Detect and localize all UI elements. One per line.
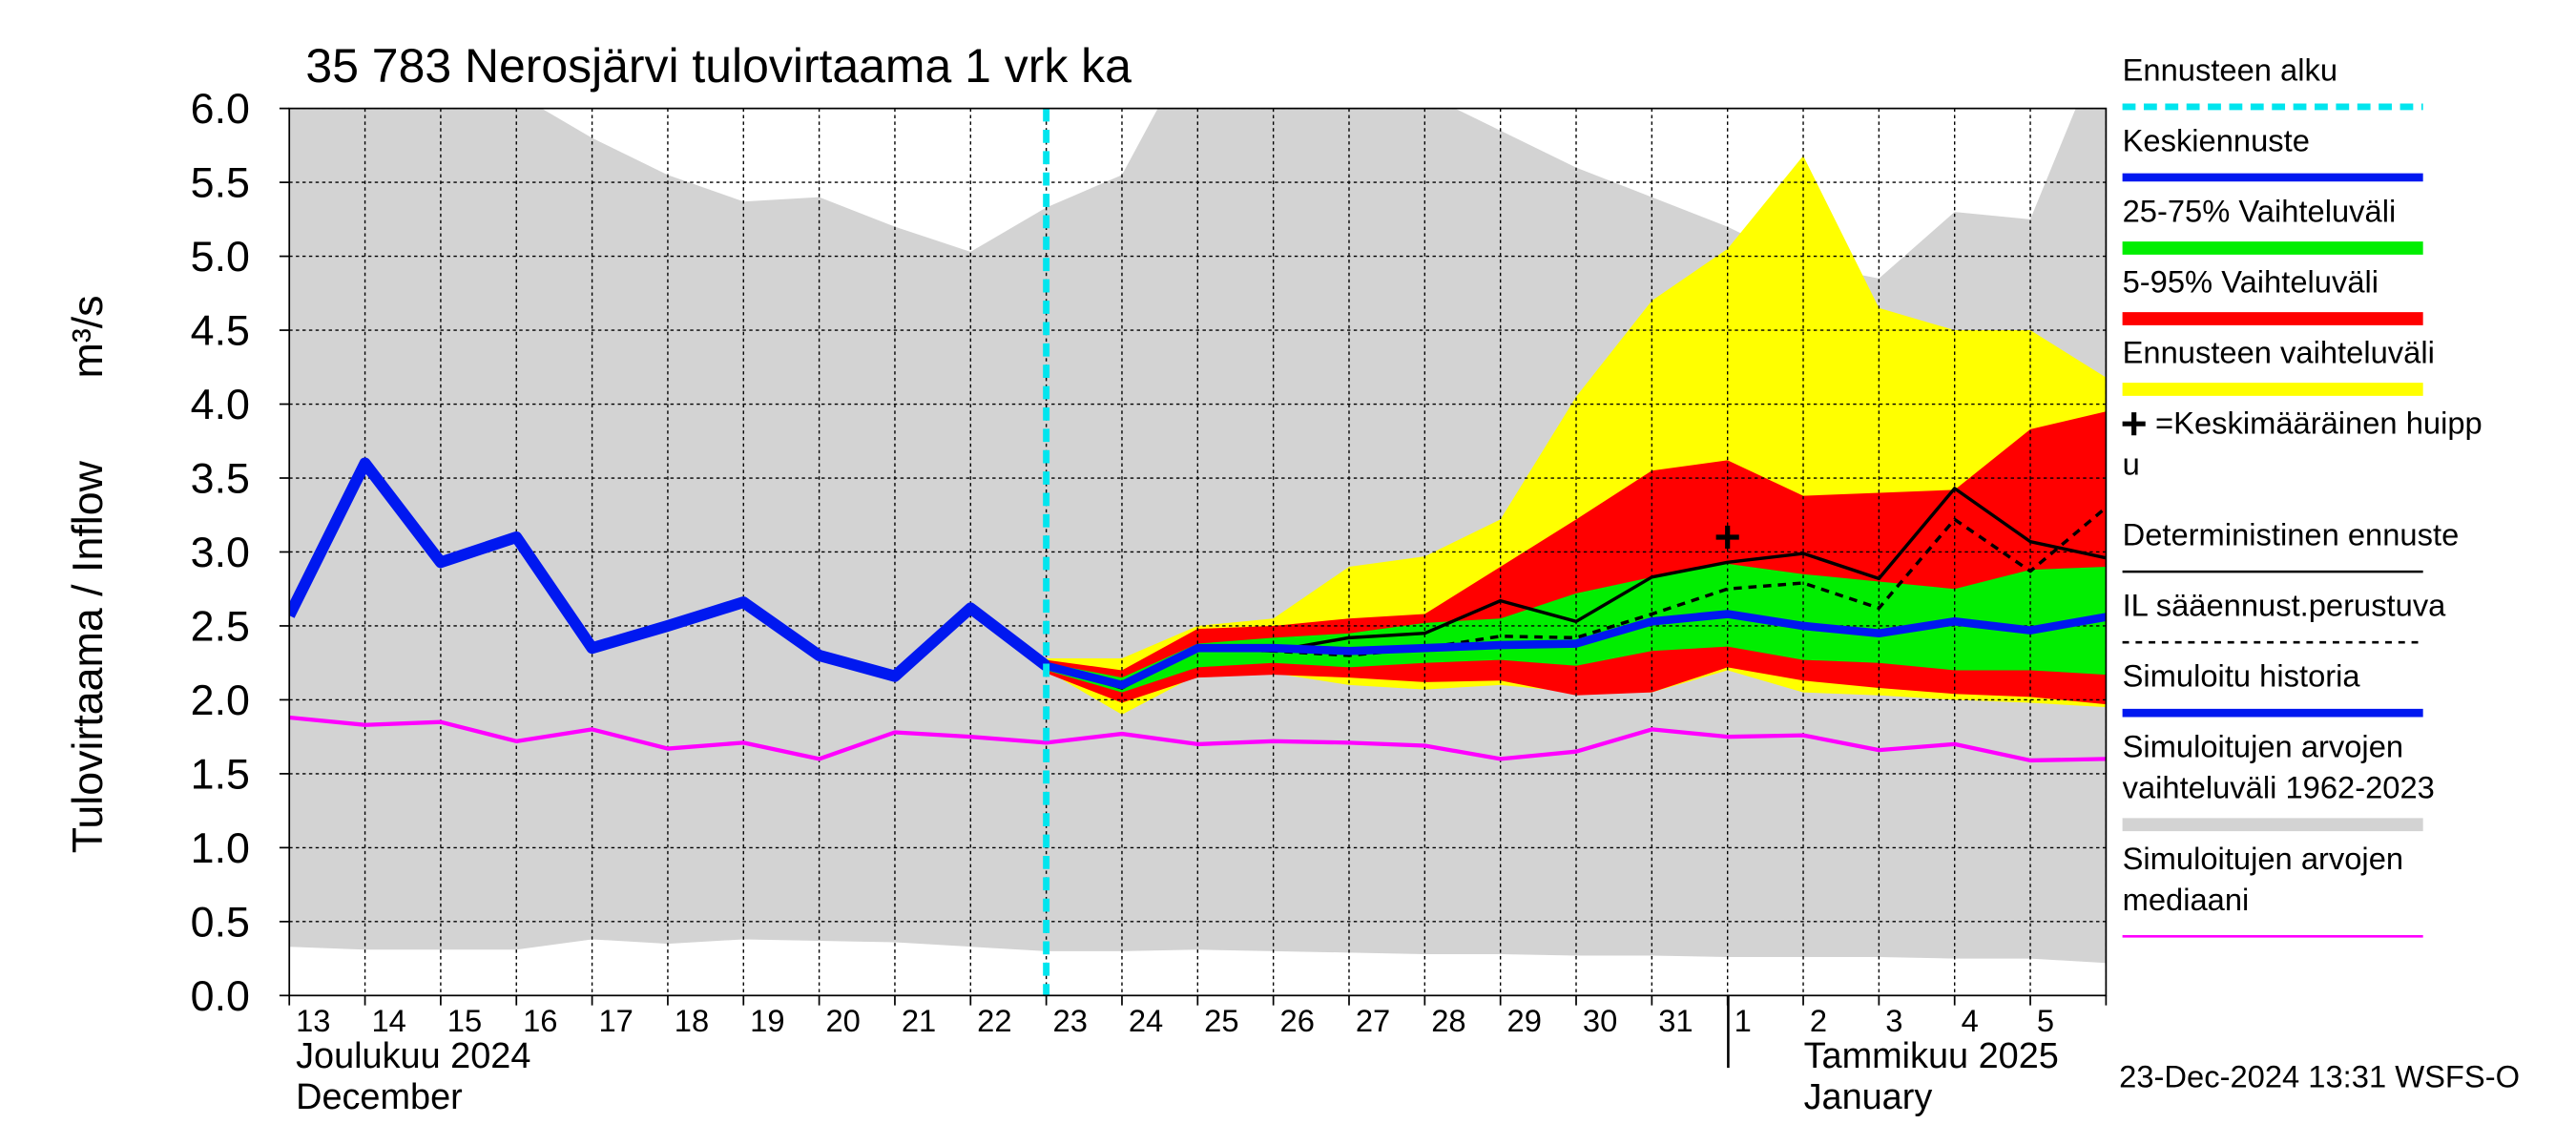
- legend-label: Ennusteen alku: [2123, 52, 2337, 87]
- x-tick-label: 20: [825, 1003, 860, 1038]
- month-label: December: [296, 1077, 463, 1117]
- legend-label: vaihteluväli 1962-2023: [2123, 770, 2435, 805]
- x-tick-label: 13: [296, 1003, 330, 1038]
- month-label: Joulukuu 2024: [296, 1036, 530, 1076]
- x-tick-label: 3: [1885, 1003, 1902, 1038]
- legend-swatch: [2122, 412, 2146, 436]
- y-tick-label: 0.0: [191, 972, 250, 1020]
- y-tick-label: 6.0: [191, 85, 250, 133]
- legend-label: =Keskimääräinen huipp: [2155, 406, 2483, 441]
- x-tick-label: 2: [1810, 1003, 1827, 1038]
- x-tick-label: 14: [371, 1003, 405, 1038]
- legend-label: Simuloitu historia: [2123, 658, 2361, 694]
- x-tick-label: 24: [1129, 1003, 1163, 1038]
- y-tick-label: 5.5: [191, 159, 250, 207]
- plot-area: [289, 108, 2107, 996]
- y-tick-label: 5.0: [191, 233, 250, 281]
- x-tick-label: 21: [902, 1003, 936, 1038]
- x-tick-label: 28: [1431, 1003, 1465, 1038]
- x-tick-label: 23: [1053, 1003, 1088, 1038]
- x-tick-label: 27: [1356, 1003, 1390, 1038]
- legend-label: 5-95% Vaihteluväli: [2123, 263, 2379, 299]
- legend-label: Ennusteen vaihteluväli: [2123, 334, 2435, 369]
- legend-label: Simuloitujen arvojen: [2123, 841, 2404, 876]
- x-tick-label: 1: [1735, 1003, 1752, 1038]
- plot-frame: [288, 107, 2108, 997]
- chart-title: 35 783 Nerosjärvi tulovirtaama 1 vrk ka: [305, 39, 1132, 93]
- y-tick-label: 2.5: [191, 602, 250, 650]
- x-tick-label: 15: [447, 1003, 482, 1038]
- y-tick-label: 2.0: [191, 677, 250, 724]
- month-label: Tammikuu 2025: [1804, 1036, 2059, 1076]
- y-tick-label: 3.5: [191, 454, 250, 502]
- y-tick-label: 4.5: [191, 307, 250, 355]
- x-tick-label: 26: [1280, 1003, 1315, 1038]
- x-tick-label: 5: [2037, 1003, 2054, 1038]
- month-label: January: [1804, 1077, 1933, 1117]
- series-line: [1045, 610, 2107, 690]
- legend-label: 25-75% Vaihteluväli: [2123, 193, 2397, 228]
- series-line: [1046, 506, 2107, 690]
- footer: 23-Dec-2024 13:31 WSFS-O: [2119, 1059, 2520, 1094]
- legend-label: IL sääennust.perustuva: [2123, 588, 2447, 623]
- x-tick-label: 22: [977, 1003, 1011, 1038]
- y-tick-label: 4.0: [191, 381, 250, 428]
- y-tick-label: 3.0: [191, 529, 250, 576]
- legend-label: Deterministinen ennuste: [2123, 517, 2460, 552]
- x-tick-label: 30: [1583, 1003, 1617, 1038]
- x-tick-label: 25: [1204, 1003, 1238, 1038]
- y-tick-label: 0.5: [191, 898, 250, 946]
- legend-label: mediaani: [2123, 882, 2250, 917]
- x-tick-label: 19: [750, 1003, 784, 1038]
- y-tick-label: 1.5: [191, 750, 250, 798]
- x-tick-label: 29: [1507, 1003, 1542, 1038]
- x-tick-label: 4: [1962, 1003, 1979, 1038]
- peak-marker: [1715, 525, 1739, 550]
- series-line: [289, 457, 1050, 682]
- x-tick-label: 31: [1658, 1003, 1693, 1038]
- x-tick-label: 18: [675, 1003, 709, 1038]
- y-tick-label: 1.0: [191, 824, 250, 872]
- legend-label: u: [2123, 447, 2140, 482]
- y-axis-label: Tulovirtaama / Inflow: [64, 460, 112, 853]
- x-tick-label: 17: [598, 1003, 633, 1038]
- x-tick-label: 16: [523, 1003, 557, 1038]
- legend-label: Keskiennuste: [2123, 122, 2310, 157]
- legend-label: Simuloitujen arvojen: [2123, 729, 2404, 764]
- overlay: 0.0 0.5 1.0 1.5 2.0 2.5 3.0 3.5 4.0 4.5 5.0 5.5 6.0 1…: [191, 52, 2483, 1117]
- y-axis-unit: m³/s: [64, 295, 112, 378]
- series-line: [289, 715, 2107, 763]
